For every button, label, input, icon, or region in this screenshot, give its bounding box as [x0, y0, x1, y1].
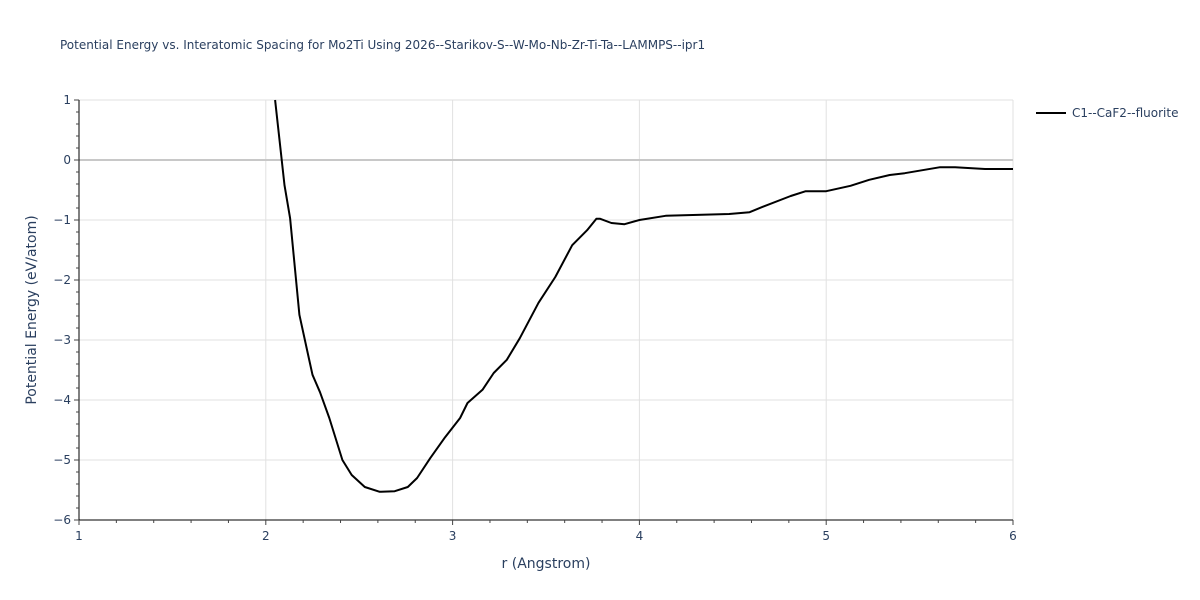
chart-title: Potential Energy vs. Interatomic Spacing… — [60, 38, 706, 52]
legend-item[interactable]: C1--CaF2--fluorite — [1036, 106, 1178, 120]
y-tick-label: 0 — [63, 153, 71, 167]
gridlines — [79, 99, 1014, 520]
x-tick-label: 1 — [75, 529, 83, 543]
y-tick-label: 1 — [63, 93, 71, 107]
y-tick-label: −3 — [53, 333, 71, 347]
legend-line-icon — [1036, 112, 1066, 114]
y-tick-label: −5 — [53, 453, 71, 467]
x-axis-title: r (Angstrom) — [502, 556, 591, 572]
legend-label: C1--CaF2--fluorite — [1072, 106, 1179, 120]
y-tick-label: −2 — [53, 273, 71, 287]
y-axis-title: Potential Energy (eV/atom) — [24, 215, 40, 404]
x-tick-label: 2 — [262, 529, 270, 543]
y-tick-label: −4 — [53, 393, 71, 407]
x-tick-label: 3 — [449, 529, 457, 543]
x-tick-label: 5 — [822, 529, 830, 543]
x-tick-label: 4 — [636, 529, 644, 543]
y-tick-label: −6 — [53, 513, 71, 527]
energy-curve — [274, 99, 1013, 493]
x-tick-label: 6 — [1009, 529, 1017, 543]
y-tick-label: −1 — [53, 213, 71, 227]
axes: 1 2 3 4 5 6 1 0 −1 −2 −3 −4 −5 −6 — [53, 93, 1017, 543]
